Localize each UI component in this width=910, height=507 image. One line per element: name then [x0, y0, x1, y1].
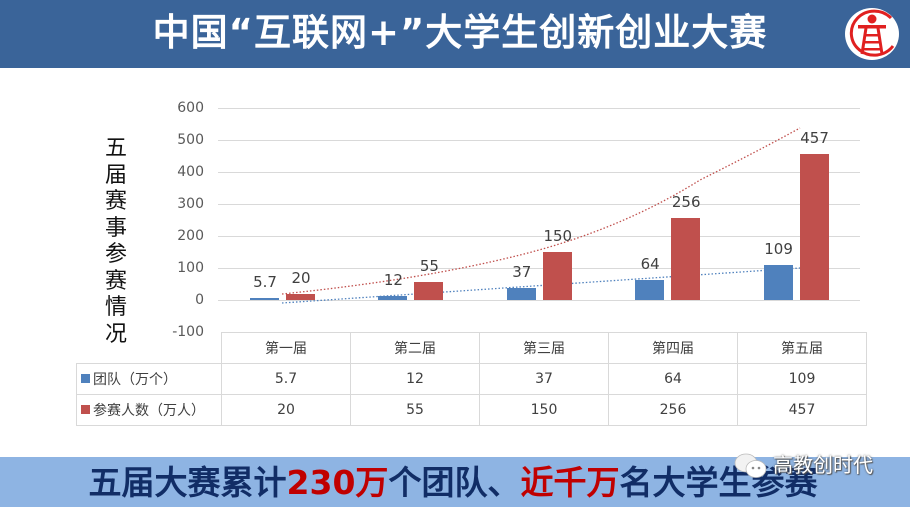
y-tick: 300: [177, 196, 204, 212]
y-tick: 600: [177, 100, 204, 116]
y-axis-title-char: 事: [104, 215, 127, 241]
data-label: 457: [800, 128, 829, 147]
column-header: 第三届: [479, 332, 609, 364]
y-tick: 200: [177, 228, 204, 244]
table-cell: 55: [350, 394, 480, 426]
row-header: 参赛人数（万人）: [76, 394, 222, 426]
legend-swatch-people: [81, 405, 90, 414]
bar-teams: [635, 279, 665, 300]
gridline: [218, 204, 860, 205]
summary-banner: 五届大赛累计230万个团队、近千万名大学生参赛: [0, 457, 910, 507]
data-label: 109: [764, 240, 793, 259]
gridline: [218, 140, 860, 141]
summary-part: 五届大赛累计: [88, 463, 287, 502]
zero-axis-line: [218, 300, 860, 301]
bar-people: [671, 218, 701, 300]
gridline: [218, 108, 860, 109]
table-corner: [76, 332, 222, 364]
bar-people: [799, 153, 829, 300]
y-axis-title-char: 赛: [104, 268, 127, 294]
bar-teams: [763, 265, 793, 300]
data-label: 37: [512, 263, 532, 282]
column-header: 第五届: [737, 332, 867, 364]
bar-people: [286, 293, 315, 300]
bar-people: [414, 282, 444, 300]
bar-teams: [250, 298, 279, 300]
y-tick: 100: [177, 260, 204, 276]
summary-highlight: 近千万: [520, 463, 620, 502]
column-header: 第四届: [608, 332, 738, 364]
table-cell: 20: [221, 394, 351, 426]
summary-text: 五届大赛累计230万个团队、近千万名大学生参赛: [0, 461, 910, 505]
y-axis-title-char: 赛: [104, 189, 127, 214]
y-axis-title-char: 情: [104, 295, 127, 320]
page-title: 中国“互联网+”大学生创新创业大赛: [152, 11, 768, 54]
watermark: 高教创时代: [733, 450, 903, 480]
table-cell: 457: [737, 394, 867, 426]
teams-trendline: [281, 267, 801, 304]
table-cell: 5.7: [221, 363, 351, 395]
competition-emblem-icon: [845, 8, 899, 60]
bar-teams: [506, 288, 536, 300]
y-axis-title: 五 届 赛 事 参 赛 情 况: [101, 136, 131, 348]
bar-teams: [378, 296, 408, 300]
data-table: 第一届 第二届 第三届 第四届 第五届 团队（万个） 5.7 12 37 64 …: [76, 332, 867, 426]
table-row: 参赛人数（万人） 20 55 150 256 457: [76, 394, 867, 426]
summary-part: 名大学生参赛: [619, 463, 818, 502]
data-label: 64: [640, 254, 660, 273]
table-cell: 109: [737, 363, 867, 395]
data-label: 55: [419, 257, 439, 276]
watermark-text: 高教创时代: [773, 453, 873, 477]
column-header: 第一届: [221, 332, 351, 364]
gridline: [218, 268, 860, 269]
row-label: 参赛人数（万人）: [93, 403, 205, 419]
column-header: 第二届: [350, 332, 480, 364]
wechat-icon: [734, 453, 767, 478]
people-trendline: [281, 127, 801, 295]
gridline: [218, 236, 860, 237]
table-cell: 150: [479, 394, 609, 426]
table-cell: 37: [479, 363, 609, 395]
data-label: 5.7: [253, 273, 277, 292]
data-label: 12: [383, 271, 403, 290]
y-tick: 500: [177, 132, 204, 148]
table-cell: 256: [608, 394, 738, 426]
summary-highlight: 230万: [286, 463, 389, 502]
bar-people: [542, 252, 572, 300]
data-label: 20: [291, 268, 311, 287]
data-label: 150: [543, 227, 573, 245]
y-tick: 400: [177, 164, 204, 180]
y-tick: 0: [195, 292, 204, 308]
y-axis-title-char: 届: [104, 162, 127, 188]
row-header: 团队（万个）: [76, 363, 222, 395]
y-axis-title-char: 五: [104, 136, 127, 161]
table-row: 团队（万个） 5.7 12 37 64 109: [76, 363, 867, 395]
summary-part: 个团队、: [388, 463, 521, 502]
row-label: 团队（万个）: [93, 372, 177, 388]
legend-swatch-teams: [81, 374, 90, 383]
data-label: 256: [671, 193, 701, 212]
table-cell: 12: [350, 363, 480, 395]
gridline: [218, 172, 860, 173]
title-banner: 中国“互联网+”大学生创新创业大赛: [0, 0, 910, 68]
table-cell: 64: [608, 363, 738, 395]
y-axis-title-char: 参: [104, 242, 127, 267]
